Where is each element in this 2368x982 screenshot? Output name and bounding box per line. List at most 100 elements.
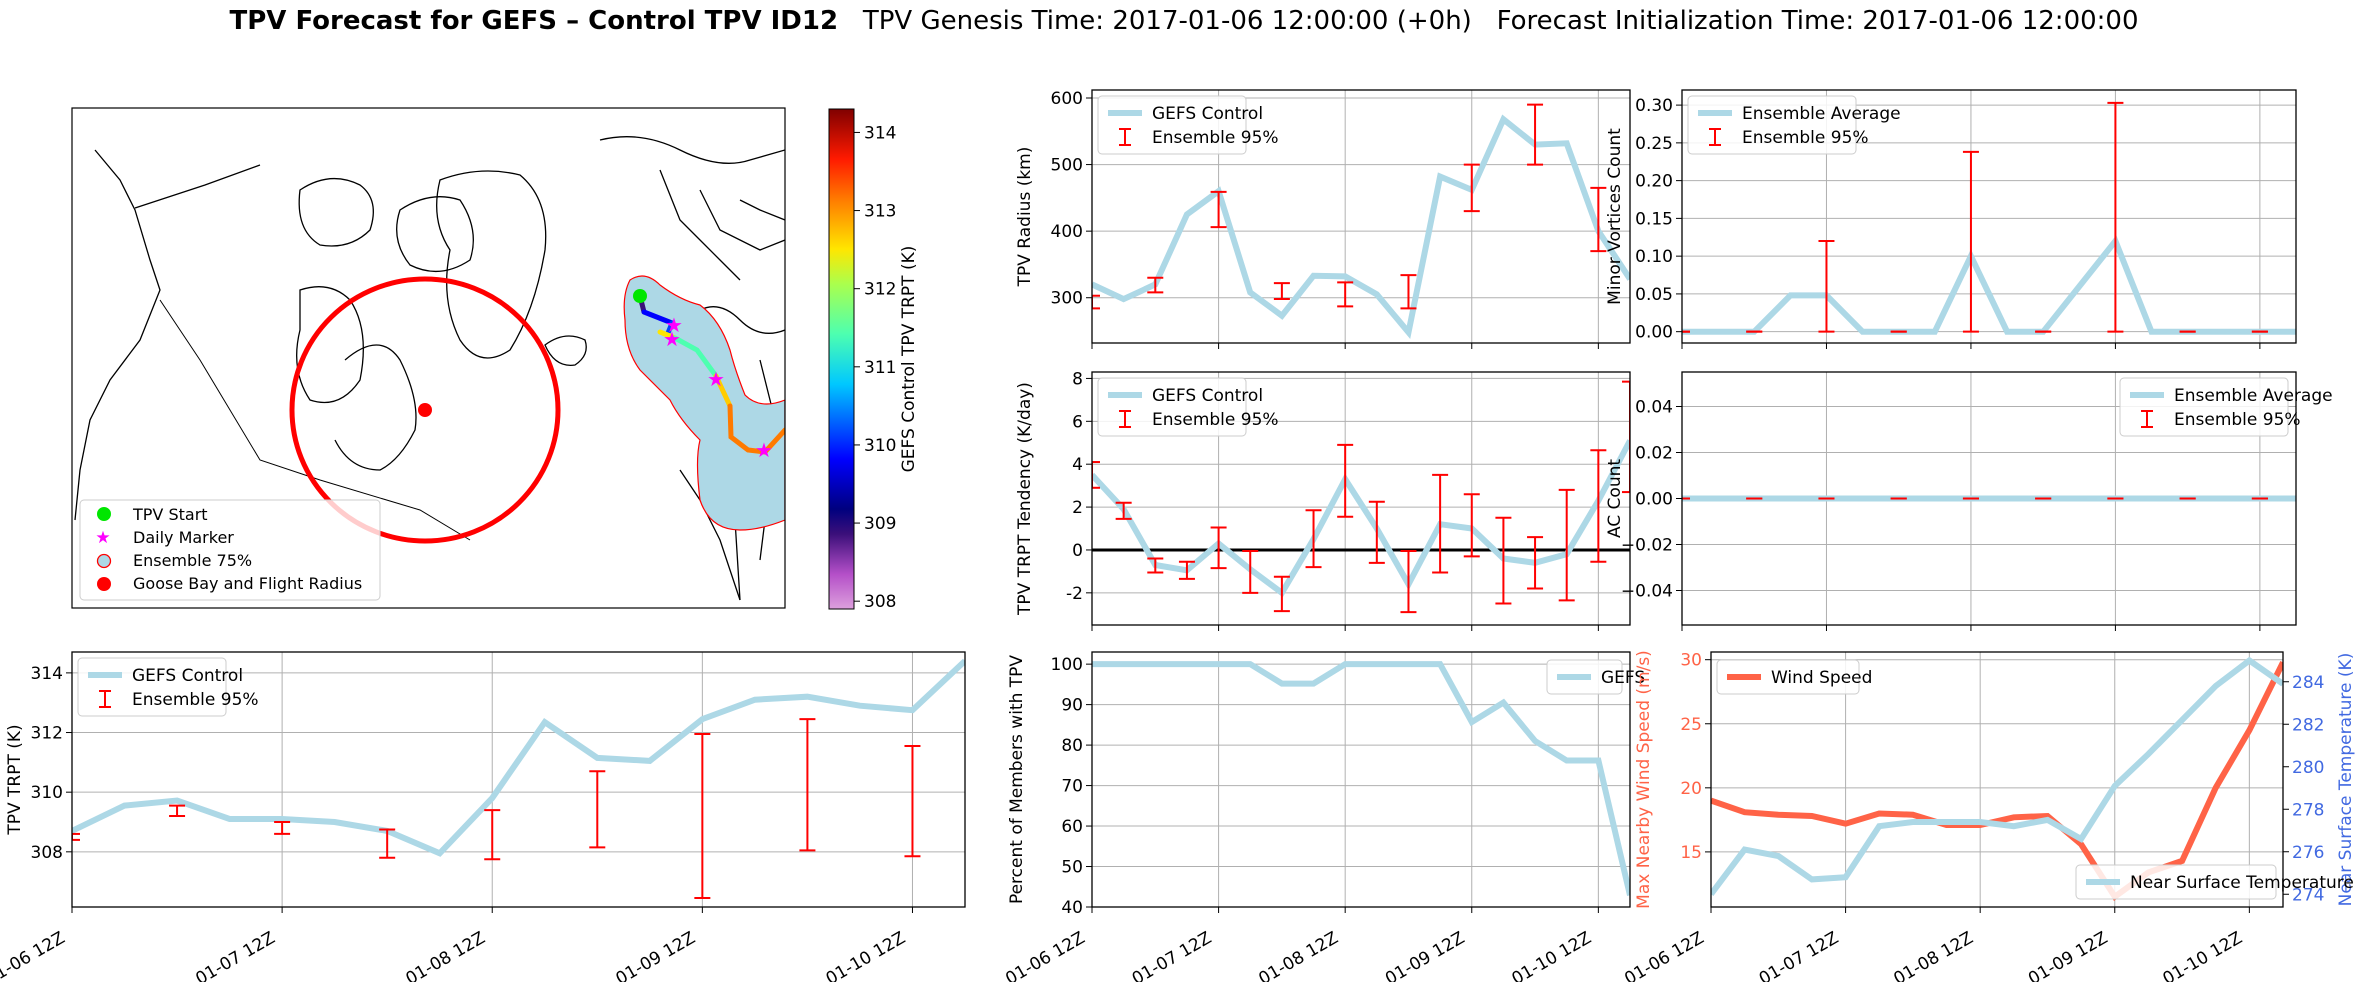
error-bar	[2107, 101, 2124, 333]
y-tick-label: 0.00	[1635, 490, 1673, 510]
y-tick-label: 300	[1051, 289, 1083, 309]
x-tick-label: 01-06 12Z	[1002, 928, 1088, 982]
legend-box	[2075, 864, 2277, 900]
legend-label: Near Surface Temperature	[2130, 873, 2354, 893]
y-tick-label: 6	[1072, 412, 1083, 432]
border-line	[679, 469, 741, 601]
border-line	[159, 299, 471, 541]
chart-ac-count: −0.04 −0.02 0.00 0.02 0.04 AC Count Ensemble A…	[1605, 371, 2333, 631]
y-tick-label: 40	[1061, 898, 1083, 918]
track-segment	[672, 335, 719, 379]
error-bar	[1210, 190, 1227, 229]
chart-wind-temp: 01-06 12Z 01-07 12Z 01-08 12Z 01-09 12Z 01-1…	[1621, 650, 2356, 982]
y-tick-label: -2	[1066, 584, 1083, 604]
colorbar: 308 309 310 311 312 313 314 GEFS Control TPV TR…	[828, 108, 919, 612]
error-bar	[1400, 274, 1417, 310]
x-tick-label: 01-10 12Z	[823, 928, 909, 982]
y-tick-label: 0.00	[1635, 323, 1673, 343]
legend-label: GEFS Control	[132, 666, 243, 686]
flight-radius-circle	[289, 276, 561, 544]
y-axis-label: TPV TRPT Tendency (K/day)	[1015, 382, 1035, 616]
tpv-start-marker	[633, 289, 647, 303]
coastline-labrador	[334, 344, 417, 471]
y-tick-label: 15	[1680, 843, 1702, 863]
y-tick-label: 100	[1051, 655, 1083, 675]
colorbar-tick-label: 310	[864, 436, 896, 456]
plot-frame	[1091, 371, 1631, 626]
legend-goose-bay-icon	[97, 577, 111, 591]
x-tick-label: 01-06 12Z	[1621, 928, 1707, 982]
y-tick-label: 4	[1072, 455, 1083, 475]
tpv-track	[637, 293, 785, 455]
x-tick-label: 01-10 12Z	[1509, 928, 1595, 982]
error-bar	[1432, 473, 1449, 574]
legend-label-goose-bay: Goose Bay and Flight Radius	[133, 574, 362, 593]
plot-frame	[1681, 371, 2297, 626]
error-bar	[1092, 461, 1100, 489]
x-tick-label: 01-07 12Z	[1129, 928, 1215, 982]
y-axis-label: Max Nearby Wind Speed (m/s)	[1634, 650, 1654, 909]
map-legend-box	[79, 499, 381, 601]
error-bar	[1818, 240, 1835, 333]
y-tick-label: 600	[1051, 89, 1083, 109]
error-bar	[1495, 516, 1512, 605]
chart-legend: GEFS	[1546, 659, 1645, 695]
y-tick-label: 30	[1680, 651, 1702, 671]
y-tick-label: 0.10	[1635, 247, 1673, 267]
x-tick-label: 01-06 12Z	[0, 928, 69, 982]
error-bar	[1273, 575, 1290, 613]
legend-daily-marker-icon: ★	[95, 528, 110, 548]
goose-bay-marker	[418, 403, 432, 417]
y-right-axis-label: Near Surface Temperature (K)	[2336, 653, 2356, 907]
error-bar	[1210, 526, 1227, 570]
island	[298, 177, 374, 247]
error-bar	[1147, 557, 1164, 574]
daily-marker-icon: ★	[707, 367, 725, 391]
error-bar	[1337, 443, 1354, 518]
figure-title-bold: TPV Forecast for GEFS – Control TPV ID12	[229, 6, 839, 36]
error-bar	[1092, 294, 1100, 310]
legend-label: Ensemble 95%	[2174, 410, 2301, 430]
y-tick-label: 310	[31, 783, 63, 803]
y-right-tick-label: 280	[2292, 758, 2324, 778]
map-panel: ★ ★ ★ ★ ★ TPV Start Daily Marker Ensembl…	[71, 107, 919, 612]
legend-label-ensemble-75: Ensemble 75%	[133, 551, 252, 570]
track-segment	[727, 403, 785, 455]
daily-marker-icon: ★	[755, 438, 773, 462]
error-bar	[169, 804, 186, 818]
y-right-tick-label: 274	[2292, 885, 2324, 905]
series-line-near-surface-temperature	[1711, 656, 2283, 897]
error-bar	[1962, 150, 1979, 333]
track-segment	[641, 309, 675, 326]
y-tick-label: 90	[1061, 696, 1083, 716]
track-segment	[657, 329, 678, 341]
legend-label: Ensemble 95%	[1742, 128, 1869, 148]
error-bar	[484, 809, 501, 861]
y-right-tick-label: 276	[2292, 843, 2324, 863]
x-tick-label: 01-09 12Z	[2025, 928, 2111, 982]
chart-legend: Near Surface Temperature	[2075, 864, 2354, 900]
error-bar	[1337, 281, 1354, 308]
legend-box	[1716, 659, 1860, 695]
error-bar	[1527, 536, 1544, 590]
x-tick-label: 01-08 12Z	[1890, 928, 1976, 982]
error-bar	[1242, 550, 1259, 594]
plot-frame	[1091, 89, 1631, 344]
y-tick-label: 60	[1061, 817, 1083, 837]
daily-marker-icon: ★	[663, 327, 681, 351]
chart-minor-vortices: 0.00 0.05 0.10 0.15 0.20 0.25 0.30 Minor Vortic…	[1605, 89, 2297, 349]
y-tick-label: 25	[1680, 715, 1702, 735]
error-bar	[1178, 560, 1195, 580]
y-tick-label: 0.20	[1635, 172, 1673, 192]
y-tick-label: 308	[31, 843, 63, 863]
y-tick-label: −0.02	[1621, 536, 1673, 556]
colorbar-tick-label: 309	[864, 514, 896, 534]
error-bar	[72, 832, 80, 841]
colorbar-tick-label: 308	[864, 592, 896, 612]
y-axis-label: Minor Vortices Count	[1605, 128, 1625, 305]
legend-label: Ensemble 95%	[1152, 410, 1279, 430]
error-bar	[1463, 493, 1480, 558]
daily-marker-icon: ★	[665, 313, 683, 337]
series-line-gefs-control	[1092, 114, 1630, 340]
error-bar	[274, 821, 291, 835]
